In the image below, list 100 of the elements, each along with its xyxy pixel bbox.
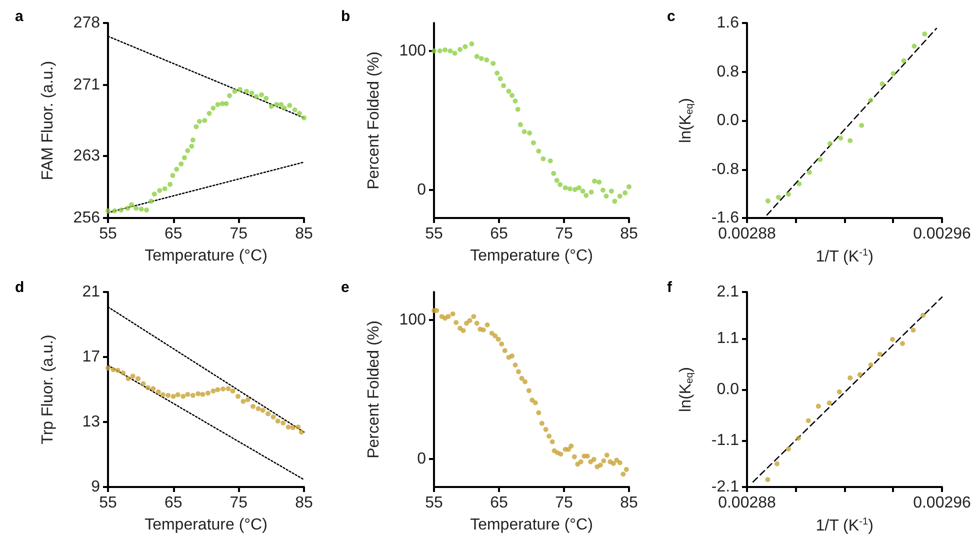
point [501, 83, 506, 88]
point [432, 48, 436, 54]
point [180, 394, 186, 399]
point [912, 44, 917, 49]
point [268, 104, 274, 109]
point [129, 202, 134, 208]
point [774, 461, 780, 466]
y-axis-title: ln(Keq) [678, 98, 696, 143]
point [498, 76, 503, 82]
point [796, 181, 802, 186]
point [506, 88, 512, 94]
point [496, 336, 501, 342]
point [454, 320, 459, 325]
point [548, 158, 553, 164]
point [765, 477, 770, 482]
point [592, 178, 598, 184]
point [567, 186, 572, 192]
point [519, 376, 524, 381]
y-axis-title: Trp Fluor. (a.u.) [40, 334, 56, 444]
chart-title: f [667, 279, 673, 296]
point [230, 388, 236, 394]
point [170, 172, 176, 178]
x-tick-label: 55 [425, 494, 443, 512]
point [206, 110, 212, 116]
point [536, 148, 542, 154]
point [484, 322, 490, 328]
point [256, 406, 261, 412]
point [588, 190, 594, 195]
point [156, 389, 161, 394]
point [826, 400, 832, 406]
x-tick-label: 85 [295, 226, 313, 242]
point [614, 458, 620, 463]
y-tick-label: 256 [73, 210, 100, 226]
x-tick-label: 65 [164, 226, 182, 242]
point [190, 138, 196, 142]
point [194, 124, 199, 130]
point [786, 446, 791, 452]
point [622, 190, 628, 196]
point [901, 58, 906, 64]
point [106, 366, 110, 371]
point [200, 392, 206, 397]
point [125, 206, 130, 211]
y-tick-label: 0 [417, 182, 426, 199]
y-tick-label: -2.1 [711, 478, 740, 496]
point [471, 314, 476, 320]
point [210, 106, 216, 111]
point [612, 198, 618, 204]
point [900, 341, 906, 346]
point [576, 185, 582, 190]
chart-title: b [341, 8, 350, 25]
point [920, 312, 926, 318]
point [182, 155, 187, 160]
point [278, 102, 284, 108]
point [450, 311, 456, 316]
point [550, 439, 555, 444]
point [474, 54, 480, 59]
x-tick-label: 75 [555, 494, 573, 512]
point [126, 376, 131, 382]
x-axis-title: Temperature (°C) [470, 248, 593, 264]
point [112, 208, 118, 214]
point [196, 118, 202, 124]
point [202, 118, 208, 123]
x-tick-label: 85 [295, 494, 313, 512]
point [492, 333, 498, 338]
y-tick-label: 263 [73, 147, 100, 164]
point [145, 385, 150, 390]
x-tick-label: 55 [99, 494, 117, 512]
point [282, 106, 287, 111]
point [765, 198, 770, 204]
point [910, 328, 916, 333]
point [464, 320, 469, 326]
point [226, 386, 231, 392]
point [290, 425, 296, 430]
point [185, 148, 190, 154]
point [624, 466, 629, 472]
point [546, 434, 552, 439]
point [890, 336, 896, 342]
point [591, 456, 596, 462]
point [452, 50, 458, 56]
point [275, 418, 280, 424]
point [460, 328, 466, 334]
point [166, 392, 171, 398]
point [469, 41, 474, 46]
point [168, 182, 173, 187]
x-tick-label: 75 [555, 226, 573, 242]
point [240, 398, 246, 404]
point [816, 404, 821, 409]
x-tick-label: 85 [620, 494, 638, 512]
point [196, 391, 201, 396]
point [296, 424, 301, 430]
x-tick-label: 0.00288 [718, 494, 776, 512]
point [157, 188, 162, 194]
point [806, 170, 812, 175]
point [558, 182, 563, 188]
y-tick-label: 17 [82, 348, 100, 366]
point [245, 397, 250, 402]
point [227, 93, 232, 98]
point [510, 353, 514, 358]
y-tick-label: 100 [399, 311, 426, 328]
point [554, 178, 560, 183]
